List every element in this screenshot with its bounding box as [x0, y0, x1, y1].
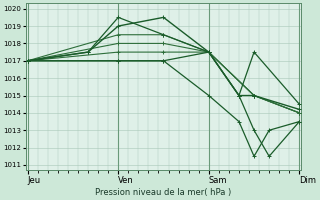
- X-axis label: Pression niveau de la mer( hPa ): Pression niveau de la mer( hPa ): [95, 188, 232, 197]
